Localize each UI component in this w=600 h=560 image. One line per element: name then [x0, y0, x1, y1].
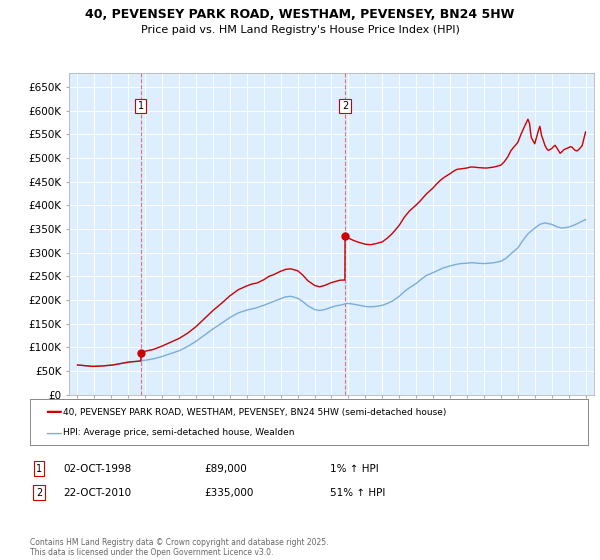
Text: £335,000: £335,000: [204, 488, 253, 498]
Text: Contains HM Land Registry data © Crown copyright and database right 2025.
This d: Contains HM Land Registry data © Crown c…: [30, 538, 329, 557]
Text: 2: 2: [342, 101, 348, 111]
Text: 51% ↑ HPI: 51% ↑ HPI: [330, 488, 385, 498]
Text: —: —: [45, 403, 62, 421]
Text: HPI: Average price, semi-detached house, Wealden: HPI: Average price, semi-detached house,…: [63, 428, 295, 437]
Text: —: —: [45, 423, 62, 441]
Text: £89,000: £89,000: [204, 464, 247, 474]
Text: 1: 1: [138, 101, 144, 111]
Text: 02-OCT-1998: 02-OCT-1998: [63, 464, 131, 474]
Text: 1% ↑ HPI: 1% ↑ HPI: [330, 464, 379, 474]
Text: Price paid vs. HM Land Registry's House Price Index (HPI): Price paid vs. HM Land Registry's House …: [140, 25, 460, 35]
Text: 2: 2: [36, 488, 42, 498]
Text: 1: 1: [36, 464, 42, 474]
Text: 40, PEVENSEY PARK ROAD, WESTHAM, PEVENSEY, BN24 5HW: 40, PEVENSEY PARK ROAD, WESTHAM, PEVENSE…: [85, 8, 515, 21]
Text: 40, PEVENSEY PARK ROAD, WESTHAM, PEVENSEY, BN24 5HW (semi-detached house): 40, PEVENSEY PARK ROAD, WESTHAM, PEVENSE…: [63, 408, 446, 417]
Text: 22-OCT-2010: 22-OCT-2010: [63, 488, 131, 498]
